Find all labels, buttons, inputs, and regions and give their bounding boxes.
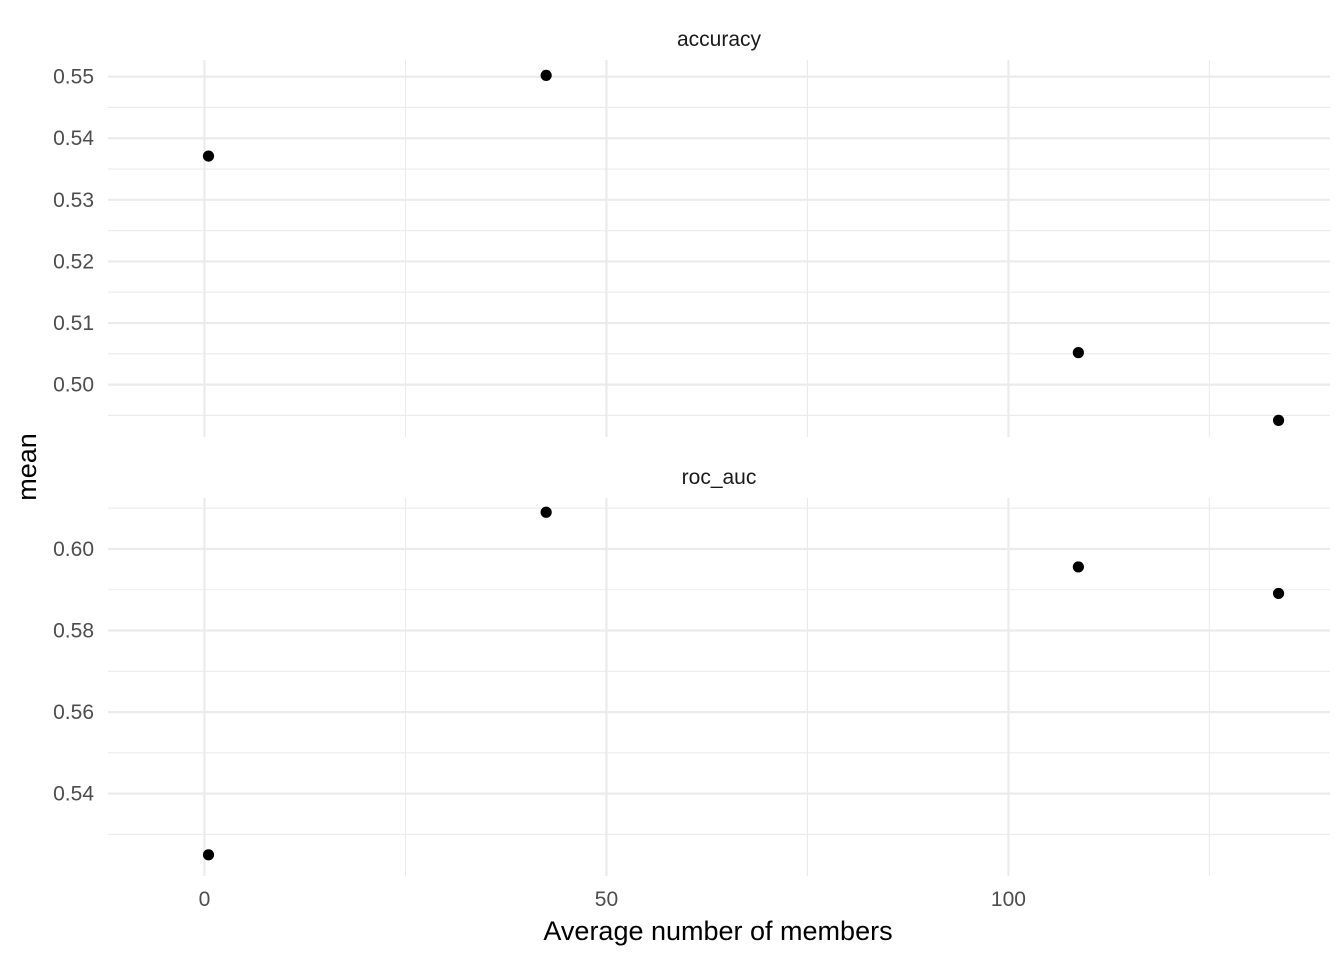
data-point <box>540 506 552 518</box>
y-tick-label: 0.52 <box>53 250 94 273</box>
y-axis-title: mean <box>12 433 42 501</box>
data-point <box>540 69 552 82</box>
facet-panel-roc-auc: 0.54 0.56 0.58 0.60 roc_auc <box>53 466 1330 876</box>
data-point <box>1272 587 1285 600</box>
y-tick-label: 0.54 <box>53 127 94 150</box>
data-point <box>1272 414 1285 426</box>
data-point <box>1072 347 1084 359</box>
y-tick-label: 0.55 <box>53 66 94 89</box>
facet-title: roc_auc <box>682 466 757 489</box>
x-axis-title: Average number of members <box>543 916 892 946</box>
data-point <box>1072 561 1084 573</box>
y-tick-label: 0.53 <box>53 189 94 212</box>
facet-panel-accuracy: 0.50 0.51 0.52 0.53 0.54 0.55 accuracy <box>53 28 1330 437</box>
data-point <box>202 849 215 861</box>
y-tick-label: 0.51 <box>53 312 94 335</box>
facet-panels: 0.50 0.51 0.52 0.53 0.54 0.55 accuracy 0.54 0.56… <box>53 28 1330 911</box>
y-tick-label: 0.56 <box>53 701 94 724</box>
y-tick-label: 0.54 <box>53 783 94 806</box>
x-tick-label: 50 <box>595 888 618 911</box>
x-tick-label: 100 <box>991 888 1026 911</box>
x-tick-label: 0 <box>199 888 211 911</box>
facet-title: accuracy <box>677 28 762 51</box>
data-point <box>202 150 215 162</box>
y-tick-label: 0.58 <box>53 620 94 643</box>
y-tick-label: 0.50 <box>53 374 94 397</box>
y-tick-label: 0.60 <box>53 538 94 561</box>
